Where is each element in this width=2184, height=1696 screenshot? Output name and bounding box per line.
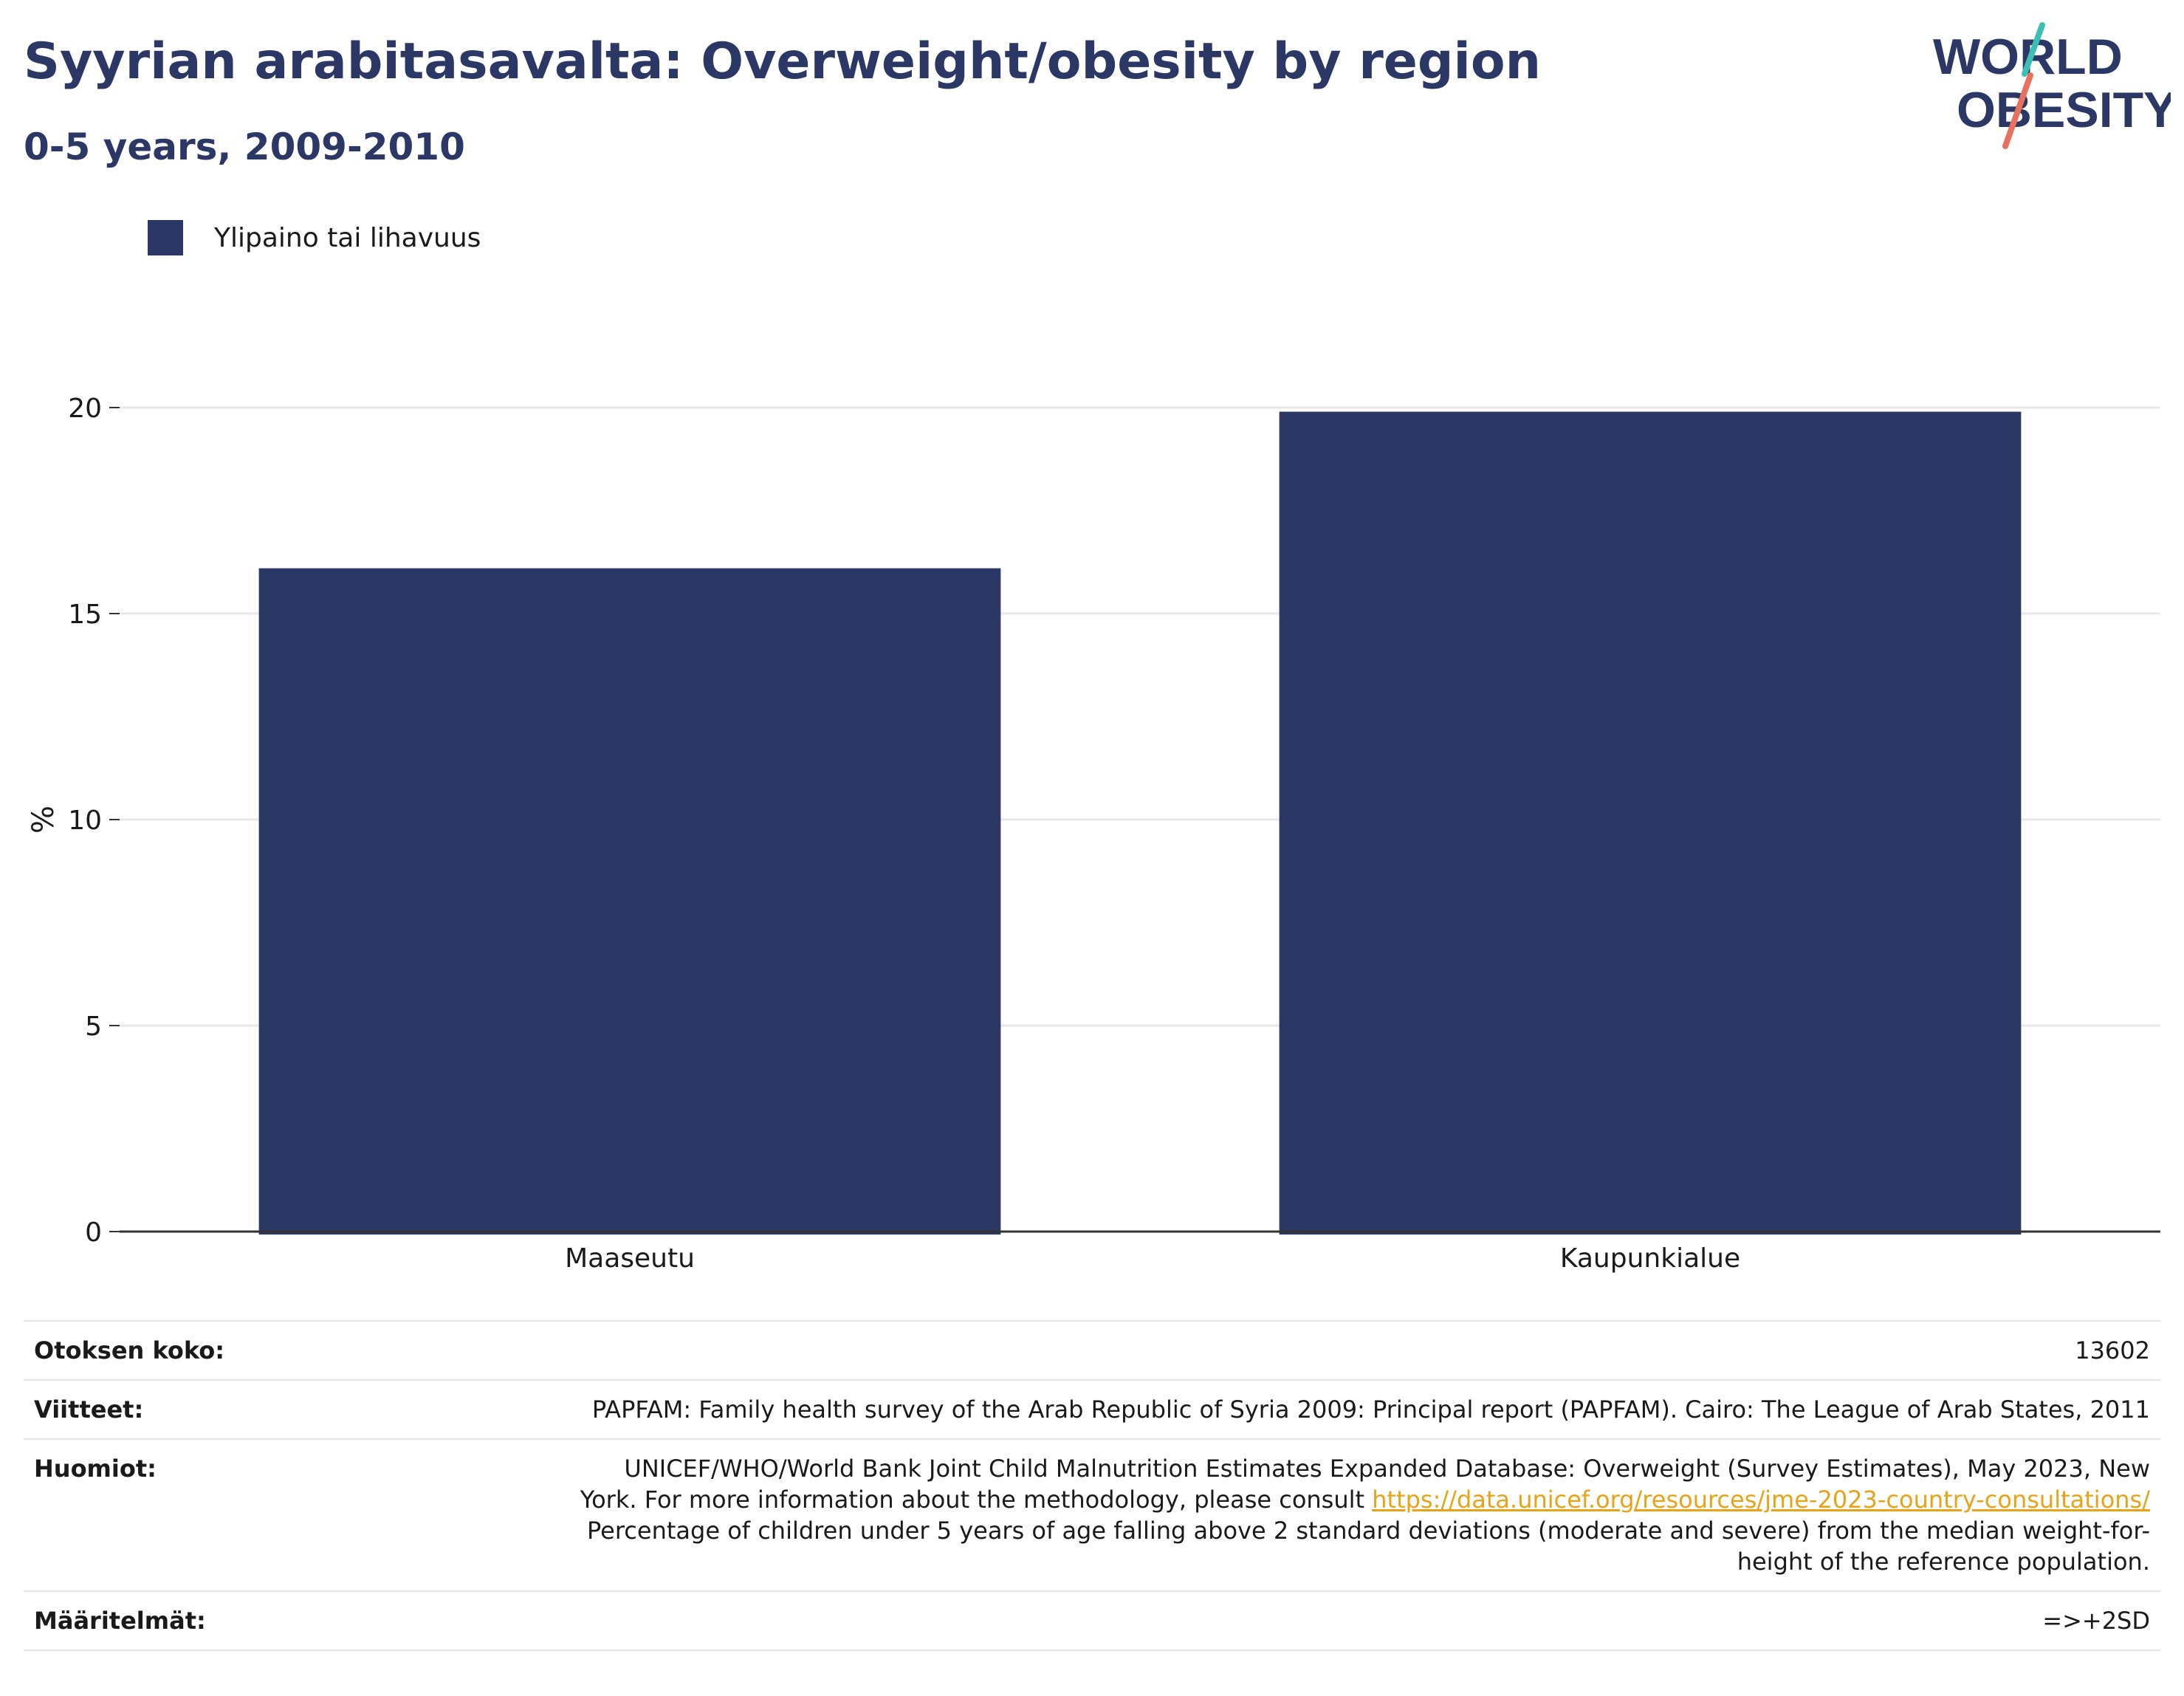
legend-label: Ylipaino tai lihavuus (214, 223, 481, 253)
notes-value: UNICEF/WHO/World Bank Joint Child Malnut… (354, 1438, 2160, 1592)
logo-slash-teal (2022, 22, 2045, 77)
references-value: PAPFAM: Family health survey of the Arab… (354, 1379, 2160, 1440)
chart-title: Syyrian arabitasavalta: Overweight/obesi… (24, 32, 1541, 91)
notes-line2: York. For more information about the met… (580, 1486, 1373, 1514)
notes-line4: height of the reference population. (1737, 1548, 2150, 1576)
y-tick-label: 5 (85, 1012, 102, 1042)
chart-subtitle: 0-5 years, 2009-2010 (24, 126, 465, 168)
definitions-value: =>+2SD (354, 1590, 2160, 1651)
bar (258, 568, 1001, 1235)
sample-size-row: Otoksen koko: 13602 (24, 1320, 2160, 1381)
legend-swatch (148, 220, 183, 255)
sample-size-label: Otoksen koko: (24, 1320, 354, 1381)
bar-chart: 0 5 10 15 20 Maaseutu Kaupunkialue% (27, 394, 2160, 1274)
definitions-row: Määritelmät: =>+2SD (24, 1590, 2160, 1651)
references-label: Viitteet: (24, 1379, 354, 1440)
notes-row: Huomiot: UNICEF/WHO/World Bank Joint Chi… (24, 1438, 2160, 1592)
bar (1279, 411, 2022, 1235)
sample-size-value: 13602 (354, 1320, 2160, 1381)
methodology-link[interactable]: https://data.unicef.org/resources/jme-20… (1372, 1486, 2150, 1514)
notes-line3: Percentage of children under 5 years of … (587, 1517, 2150, 1545)
x-tick-label: Maaseutu (565, 1243, 695, 1274)
y-tick-label: 0 (85, 1218, 102, 1248)
world-obesity-logo: WORLD OBESITY (1933, 22, 2171, 149)
logo-slash-coral (2002, 72, 2033, 149)
references-row: Viitteet: PAPFAM: Family health survey o… (24, 1379, 2160, 1440)
y-axis-label: % (27, 806, 61, 834)
logo-line2: OBESITY (1957, 82, 2171, 138)
notes-line1: UNICEF/WHO/World Bank Joint Child Malnut… (624, 1455, 2150, 1483)
notes-label: Huomiot: (24, 1438, 354, 1592)
y-tick-label: 15 (68, 600, 102, 630)
x-tick-label: Kaupunkialue (1560, 1243, 1740, 1274)
info-table: Otoksen koko: 13602 Viitteet: PAPFAM: Fa… (24, 1320, 2160, 1651)
y-tick-label: 20 (68, 394, 102, 424)
definitions-label: Määritelmät: (24, 1590, 354, 1651)
y-tick-label: 10 (68, 806, 102, 836)
